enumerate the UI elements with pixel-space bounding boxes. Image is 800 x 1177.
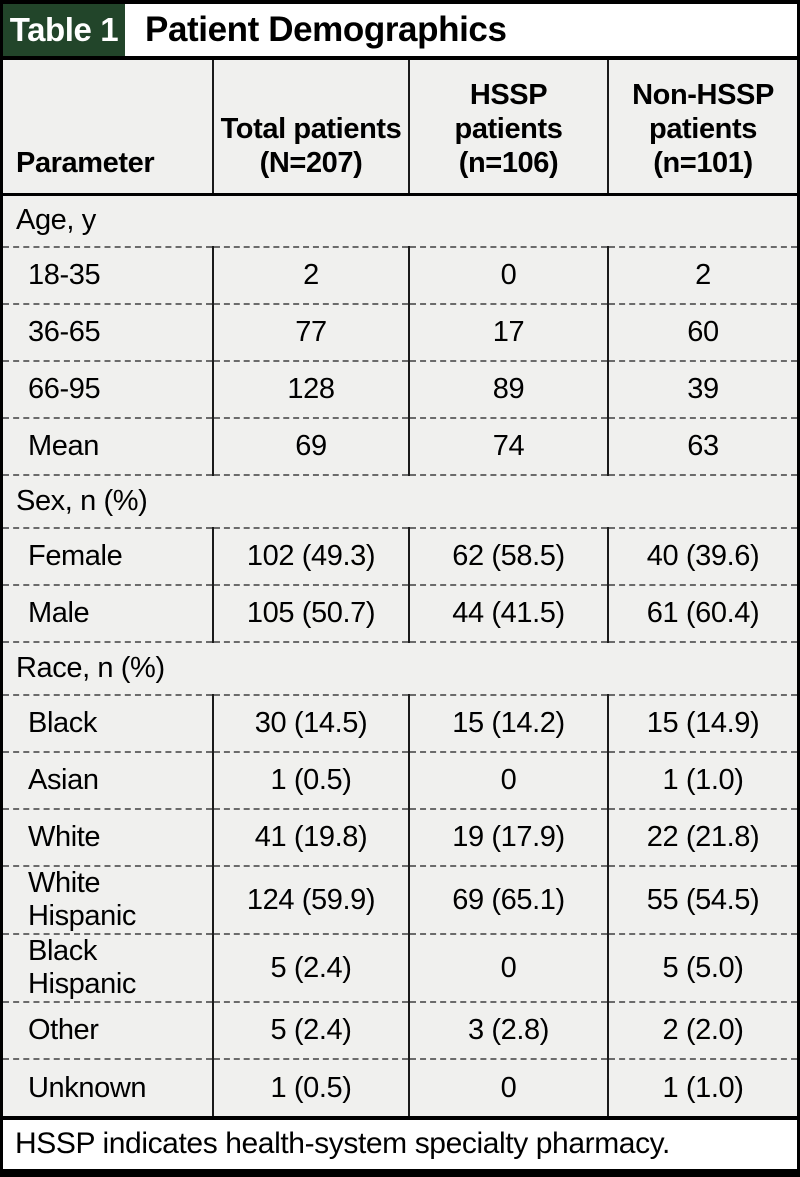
cell-value: 0	[408, 751, 608, 809]
table-row: Asian 1 (0.5) 0 1 (1.0)	[3, 751, 797, 809]
row-label: White Hispanic	[3, 865, 213, 934]
row-label: Unknown	[3, 1058, 213, 1116]
row-label: 66-95	[3, 360, 213, 418]
table-row: Other 5 (2.4) 3 (2.8) 2 (2.0)	[3, 1001, 797, 1059]
row-label: Black Hispanic	[3, 933, 213, 1002]
demographics-table: Parameter Total patients (N=207) HSSP pa…	[3, 60, 797, 1116]
row-label: Black	[3, 694, 213, 752]
cell-value: 2	[212, 246, 409, 304]
cell-value: 15 (14.2)	[408, 694, 608, 752]
cell-value: 69 (65.1)	[408, 865, 608, 934]
cell-value: 55 (54.5)	[607, 865, 797, 934]
table-row: Mean 69 74 63	[3, 417, 797, 475]
row-label: Male	[3, 584, 213, 642]
cell-value: 124 (59.9)	[212, 865, 409, 934]
cell-value: 2	[607, 246, 797, 304]
cell-value: 1 (1.0)	[607, 751, 797, 809]
cell-value: 74	[408, 417, 608, 475]
cell-value: 69	[212, 417, 409, 475]
cell-value: 40 (39.6)	[607, 527, 797, 585]
column-header-total-patients: Total patients (N=207)	[212, 60, 409, 196]
table-row: Black 30 (14.5) 15 (14.2) 15 (14.9)	[3, 694, 797, 752]
cell-value: 2 (2.0)	[607, 1001, 797, 1059]
cell-value: 102 (49.3)	[212, 527, 409, 585]
table-row: Male 105 (50.7) 44 (41.5) 61 (60.4)	[3, 584, 797, 642]
row-label: Mean	[3, 417, 213, 475]
cell-value: 63	[607, 417, 797, 475]
table-row: Black Hispanic 5 (2.4) 0 5 (5.0)	[3, 933, 797, 1002]
row-label: 18-35	[3, 246, 213, 304]
table-row: 18-35 2 0 2	[3, 246, 797, 304]
cell-value: 30 (14.5)	[212, 694, 409, 752]
cell-value: 1 (1.0)	[607, 1058, 797, 1116]
cell-value: 0	[408, 1058, 608, 1116]
cell-value: 19 (17.9)	[408, 808, 608, 866]
cell-value: 17	[408, 303, 608, 361]
column-header-non-hssp-patients: Non-HSSP patients (n=101)	[607, 60, 797, 196]
column-header-hssp-patients: HSSP patients (n=106)	[408, 60, 608, 196]
column-header-parameter: Parameter	[3, 60, 213, 196]
section-row-sex: Sex, n (%)	[3, 474, 797, 528]
cell-value: 77	[212, 303, 409, 361]
table-row: White Hispanic 124 (59.9) 69 (65.1) 55 (…	[3, 865, 797, 934]
table-title: Patient Demographics	[145, 10, 507, 49]
cell-value: 61 (60.4)	[607, 584, 797, 642]
footnote: HSSP indicates health-system specialty p…	[3, 1116, 797, 1168]
section-row-race: Race, n (%)	[3, 641, 797, 695]
section-row-age: Age, y	[3, 194, 797, 247]
cell-value: 128	[212, 360, 409, 418]
cell-value: 0	[408, 933, 608, 1002]
header-row: Parameter Total patients (N=207) HSSP pa…	[3, 60, 797, 196]
row-label: White	[3, 808, 213, 866]
section-label: Sex, n (%)	[3, 474, 797, 528]
cell-value: 89	[408, 360, 608, 418]
cell-value: 62 (58.5)	[408, 527, 608, 585]
cell-value: 5 (2.4)	[212, 933, 409, 1002]
row-label: Female	[3, 527, 213, 585]
section-label: Race, n (%)	[3, 641, 797, 695]
cell-value: 5 (5.0)	[607, 933, 797, 1002]
cell-value: 60	[607, 303, 797, 361]
cell-value: 5 (2.4)	[212, 1001, 409, 1059]
cell-value: 3 (2.8)	[408, 1001, 608, 1059]
section-label: Age, y	[3, 194, 797, 247]
cell-value: 105 (50.7)	[212, 584, 409, 642]
cell-value: 39	[607, 360, 797, 418]
table-row: 36-65 77 17 60	[3, 303, 797, 361]
cell-value: 15 (14.9)	[607, 694, 797, 752]
table-number-tag: Table 1	[3, 4, 125, 56]
table-row: 66-95 128 89 39	[3, 360, 797, 418]
table-row: Female 102 (49.3) 62 (58.5) 40 (39.6)	[3, 527, 797, 585]
cell-value: 22 (21.8)	[607, 808, 797, 866]
cell-value: 44 (41.5)	[408, 584, 608, 642]
title-bar: Table 1 Patient Demographics	[3, 4, 797, 60]
table-row: Unknown 1 (0.5) 0 1 (1.0)	[3, 1058, 797, 1116]
row-label: Asian	[3, 751, 213, 809]
cell-value: 0	[408, 246, 608, 304]
row-label: 36-65	[3, 303, 213, 361]
cell-value: 1 (0.5)	[212, 1058, 409, 1116]
table-row: White 41 (19.8) 19 (17.9) 22 (21.8)	[3, 808, 797, 866]
cell-value: 41 (19.8)	[212, 808, 409, 866]
row-label: Other	[3, 1001, 213, 1059]
cell-value: 1 (0.5)	[212, 751, 409, 809]
